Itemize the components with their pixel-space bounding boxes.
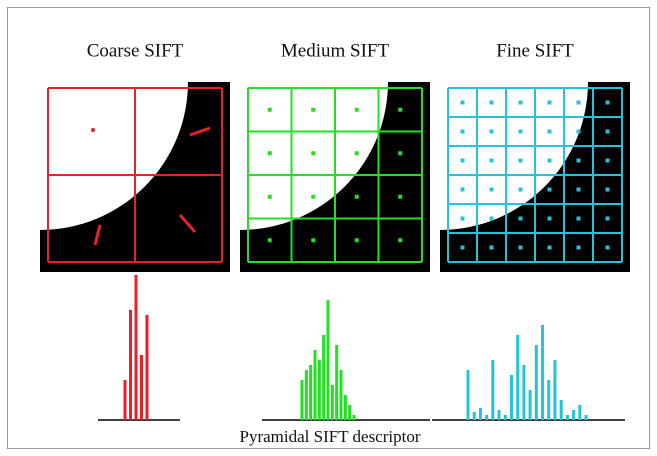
cell-dot	[490, 188, 494, 192]
cell-dot	[490, 101, 494, 105]
hist-bar	[344, 395, 347, 420]
cell-dot	[461, 246, 465, 250]
cell-dot	[490, 130, 494, 134]
panel-title: Medium SIFT	[281, 40, 390, 61]
hist-bar	[510, 375, 513, 420]
hist-bar	[572, 410, 575, 420]
cell-dot	[548, 101, 552, 105]
hist-bar	[491, 360, 494, 420]
hist-bar	[353, 415, 356, 420]
hist-bar	[485, 415, 488, 420]
hist-bar	[566, 415, 569, 420]
panel-title: Fine SIFT	[496, 40, 574, 61]
cell-dot	[548, 246, 552, 250]
cell-dot	[398, 151, 402, 155]
hist-bar	[314, 350, 317, 420]
figure: Pyramidal SIFT descriptor Coarse SIFT Med…	[0, 0, 657, 456]
cell-dot	[519, 188, 523, 192]
cell-dot	[519, 159, 523, 163]
cell-dot	[311, 151, 315, 155]
hist-bar	[560, 400, 563, 420]
cell-dot	[268, 108, 272, 112]
cell-dot	[548, 217, 552, 221]
hist-bar	[327, 300, 330, 420]
hist-bar	[340, 370, 343, 420]
hist-bar	[479, 408, 482, 420]
cell-dot	[606, 130, 610, 134]
cell-dot	[461, 159, 465, 163]
cell-dot	[398, 195, 402, 199]
cell-dot	[461, 188, 465, 192]
cell-dot	[548, 188, 552, 192]
hist-bar	[140, 355, 143, 420]
hist-bar	[129, 310, 132, 420]
cell-dot	[311, 108, 315, 112]
cell-dot	[606, 159, 610, 163]
cell-dot	[577, 130, 581, 134]
hist-bar	[305, 370, 308, 420]
cell-dot	[606, 188, 610, 192]
hist-bar	[585, 415, 588, 420]
cell-dot	[398, 238, 402, 242]
cell-dot	[490, 246, 494, 250]
hist-bar	[467, 370, 470, 420]
cell-dot	[398, 108, 402, 112]
cell-dot	[519, 246, 523, 250]
caption: Pyramidal SIFT descriptor	[240, 427, 421, 446]
hist-bar	[541, 325, 544, 420]
cell-dot	[606, 101, 610, 105]
hist-bar	[553, 360, 556, 420]
page: {"panels": [ {"title": "Coarse SIFT", "h…	[0, 0, 657, 456]
cell-dot	[355, 108, 359, 112]
hist-bar	[322, 335, 325, 420]
cell-dot	[577, 101, 581, 105]
hist-bar	[547, 380, 550, 420]
cell-dot	[548, 130, 552, 134]
hist-bar	[578, 405, 581, 420]
hist-bar	[331, 385, 334, 420]
hist-bar	[135, 275, 138, 420]
cell-dot	[490, 217, 494, 221]
hist-bar	[335, 345, 338, 420]
hist-bar	[309, 365, 312, 420]
cell-dot	[461, 130, 465, 134]
hist-bar	[535, 345, 538, 420]
cell-dot	[355, 238, 359, 242]
hist-bar	[498, 410, 501, 420]
cell-dot	[519, 130, 523, 134]
hist-bar	[146, 315, 149, 420]
hist-bar	[318, 360, 321, 420]
cell-dot	[577, 217, 581, 221]
hist-bar	[522, 365, 525, 420]
cell-dot	[268, 151, 272, 155]
cell-dot	[461, 217, 465, 221]
cell-dot	[606, 246, 610, 250]
cell-dot	[461, 101, 465, 105]
panel-title: Coarse SIFT	[87, 40, 184, 61]
hist-bar	[348, 405, 351, 420]
cell-dot	[606, 217, 610, 221]
cell-dot	[577, 159, 581, 163]
hist-bar	[473, 412, 476, 420]
cell-dot	[577, 188, 581, 192]
cell-dot	[519, 101, 523, 105]
cell-dot	[311, 238, 315, 242]
cell-dot	[355, 151, 359, 155]
hist-bar	[301, 380, 304, 420]
cell-dot	[490, 159, 494, 163]
cell-dot	[548, 159, 552, 163]
cell-dot	[577, 246, 581, 250]
hist-bar	[516, 335, 519, 420]
hist-bar	[504, 415, 507, 420]
cell-dot	[519, 217, 523, 221]
hist-bar	[529, 390, 532, 420]
cell-dot	[91, 128, 95, 132]
cell-dot	[268, 238, 272, 242]
cell-dot	[268, 195, 272, 199]
hist-bar	[124, 380, 127, 420]
cell-dot	[355, 195, 359, 199]
cell-dot	[311, 195, 315, 199]
